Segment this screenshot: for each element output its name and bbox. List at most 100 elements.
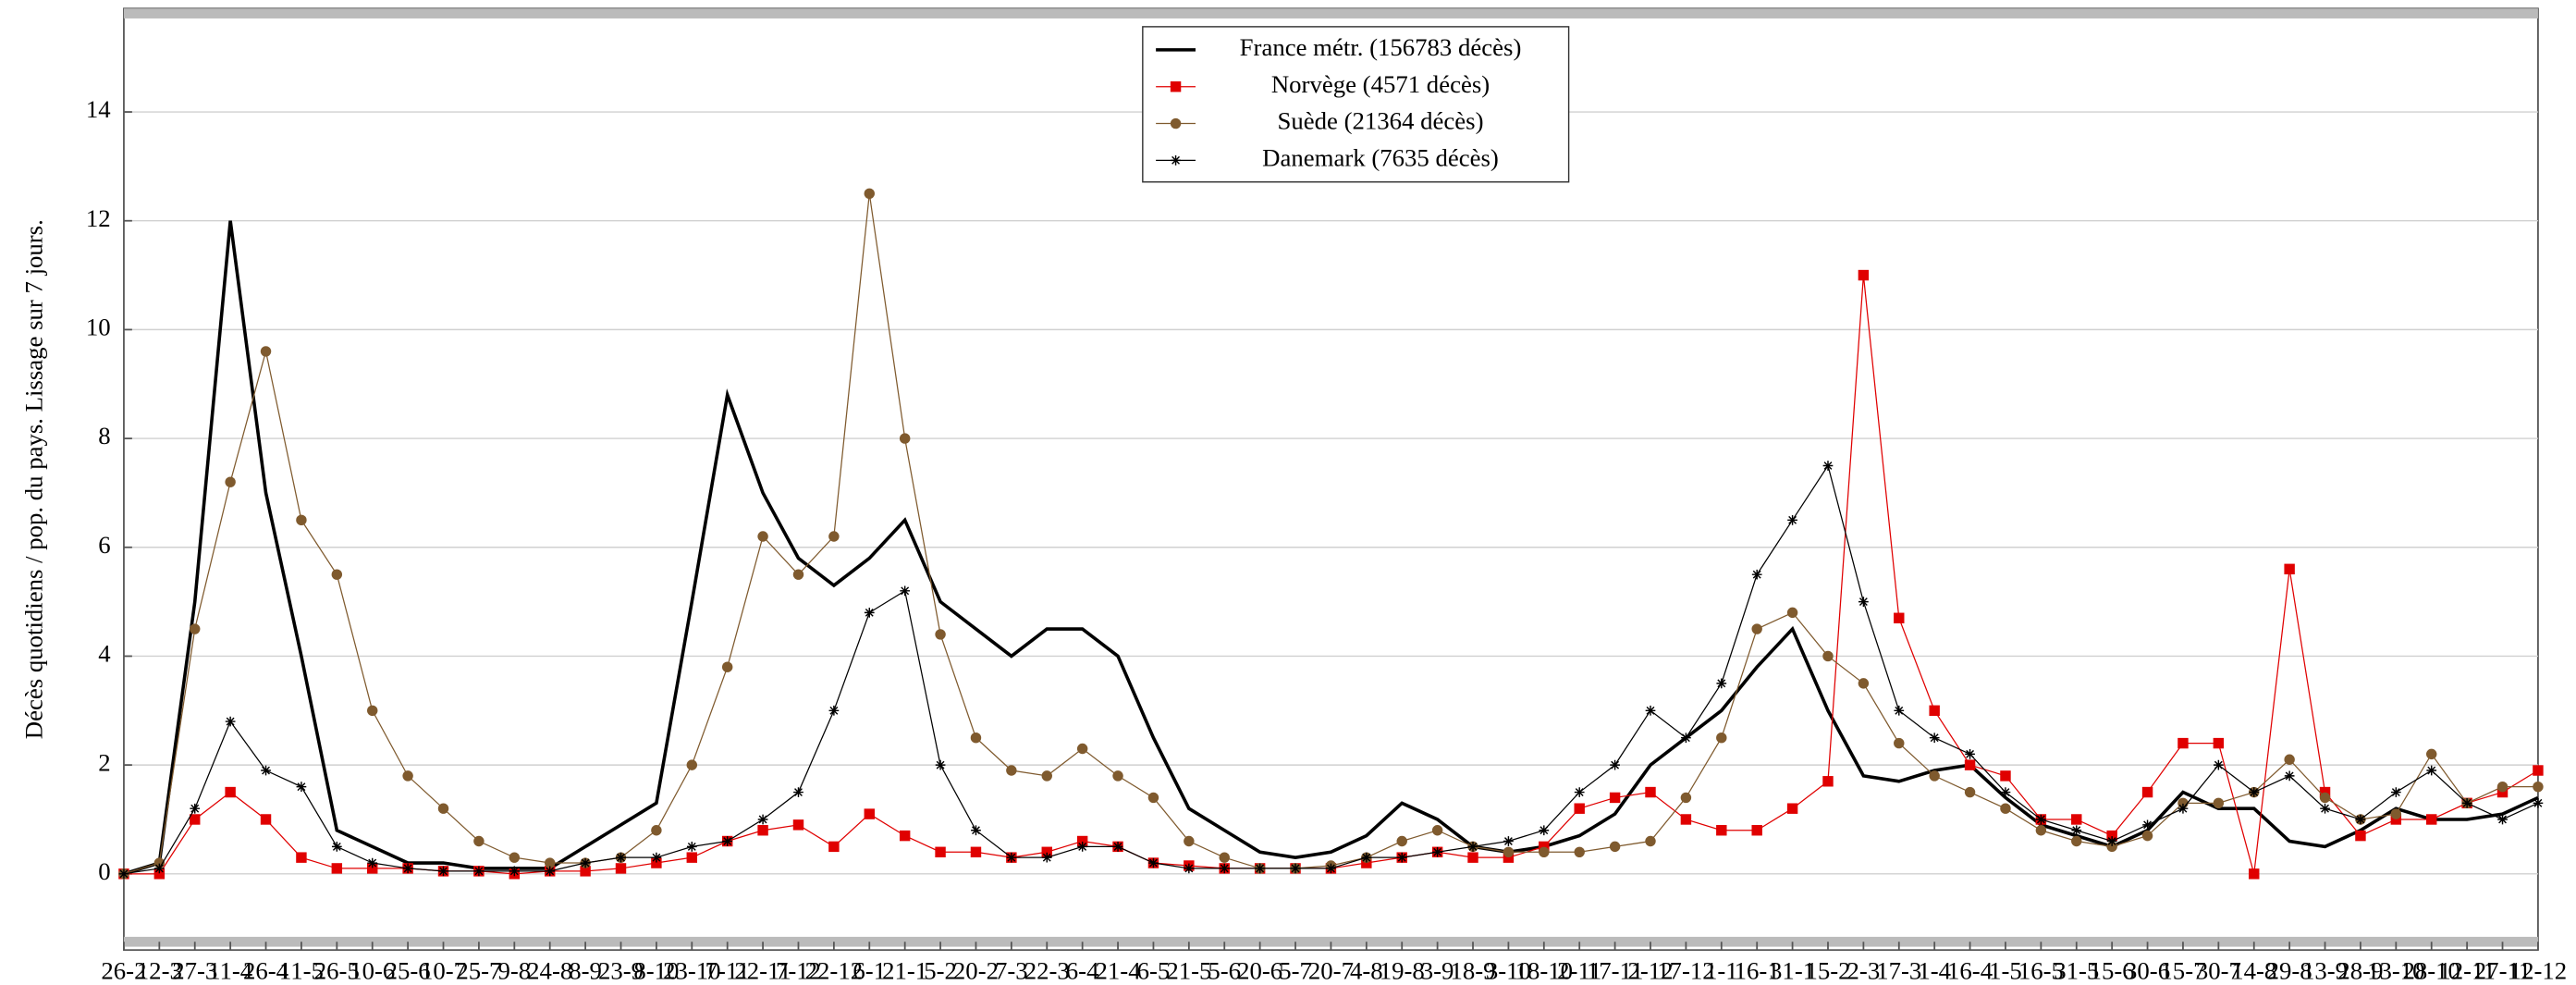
marker — [1716, 732, 1727, 744]
marker — [2071, 814, 2082, 825]
marker — [900, 585, 911, 597]
x-tick-label: 3-10 — [1486, 956, 1531, 984]
marker — [1609, 792, 1621, 804]
marker — [1467, 852, 1478, 863]
marker — [828, 705, 840, 716]
x-tick-label: 15-7 — [2160, 956, 2205, 984]
x-tick-label: 26-2 — [101, 956, 146, 984]
marker — [2284, 770, 2295, 782]
marker — [261, 765, 271, 776]
marker — [580, 866, 591, 877]
x-tick-label: 13-9 — [2302, 956, 2348, 984]
marker — [260, 346, 272, 357]
x-tick-label: 23-10 — [663, 956, 720, 984]
marker — [1681, 733, 1691, 744]
marker — [2426, 748, 2437, 760]
marker — [1609, 841, 1621, 853]
y-tick-label: 14 — [86, 95, 111, 123]
marker — [2284, 563, 2295, 575]
marker — [2497, 814, 2508, 825]
marker — [1255, 863, 1265, 874]
x-tick-label: 24-8 — [527, 956, 572, 984]
marker — [2496, 786, 2509, 798]
x-tick-label: 1-5 — [1989, 956, 2022, 984]
marker — [1539, 825, 1550, 836]
legend-label: Suède (21364 décès) — [1278, 107, 1484, 135]
y-tick-label: 8 — [98, 422, 110, 449]
legend-marker — [1171, 154, 1181, 166]
x-tick-label: 7-3 — [995, 956, 1028, 984]
marker — [1894, 737, 1905, 749]
x-tick-label: 25-7 — [456, 956, 501, 984]
x-tick-label: 1-1 — [1705, 956, 1738, 984]
marker — [651, 825, 662, 836]
marker — [1858, 678, 1870, 689]
marker — [1822, 776, 1834, 787]
x-tick-label: 23-9 — [598, 956, 644, 984]
marker — [2390, 814, 2402, 825]
x-tick-label: 30-7 — [2196, 956, 2241, 984]
legend-marker — [1170, 80, 1182, 92]
x-tick-label: 14-8 — [2231, 956, 2276, 984]
marker — [118, 868, 129, 880]
x-tick-label: 8-9 — [569, 956, 602, 984]
x-tick-label: 26-4 — [243, 956, 288, 984]
x-tick-label: 16-4 — [1947, 956, 1993, 984]
marker — [367, 863, 378, 874]
x-tick-label: 5-7 — [1279, 956, 1312, 984]
marker — [2390, 808, 2402, 819]
x-tick-label: 12-3 — [137, 956, 182, 984]
marker — [2036, 814, 2046, 825]
x-tick-label: 30-6 — [2125, 956, 2170, 984]
marker — [793, 787, 803, 797]
marker — [792, 569, 804, 580]
marker — [190, 623, 201, 634]
marker — [1574, 787, 1585, 797]
marker — [686, 759, 698, 770]
marker — [580, 857, 591, 868]
marker — [2426, 814, 2437, 825]
marker — [2533, 797, 2544, 808]
x-tick-label: 17-3 — [1876, 956, 1921, 984]
marker — [757, 825, 768, 836]
x-tick-label: 15-6 — [2090, 956, 2135, 984]
marker — [1041, 846, 1052, 857]
y-tick-label: 2 — [98, 748, 110, 776]
marker — [1751, 569, 1762, 580]
marker — [2355, 814, 2366, 825]
marker — [1396, 835, 1407, 847]
x-tick-label: 13-10 — [2367, 956, 2424, 984]
marker — [1006, 765, 1017, 776]
x-tick-label: 22-3 — [1024, 956, 1070, 984]
x-tick-label: 26-5 — [314, 956, 360, 984]
x-tick-label: 22-11 — [734, 956, 791, 984]
x-tick-label: 22-12 — [805, 956, 863, 984]
legend-label: Norvège (4571 décès) — [1271, 70, 1490, 98]
marker — [331, 863, 343, 874]
marker — [616, 852, 626, 863]
marker — [1787, 514, 1797, 525]
marker — [1184, 863, 1195, 874]
marker — [1112, 842, 1123, 852]
marker — [1929, 733, 1940, 744]
marker — [864, 808, 875, 819]
marker — [2141, 786, 2153, 798]
marker — [296, 782, 307, 793]
x-tick-label: 25-6 — [386, 956, 431, 984]
marker — [225, 716, 236, 727]
marker — [686, 852, 698, 863]
marker — [864, 188, 875, 200]
marker — [438, 866, 448, 877]
x-tick-label: 7-11 — [705, 956, 750, 984]
marker — [190, 814, 201, 825]
marker — [722, 836, 733, 846]
x-tick-label: 21-4 — [1096, 956, 1141, 984]
marker — [1467, 842, 1478, 852]
x-tick-label: 6-1 — [853, 956, 886, 984]
marker — [2319, 792, 2331, 804]
marker — [1645, 705, 1656, 716]
x-tick-label: 7-12 — [776, 956, 821, 984]
x-tick-label: 2-12 — [1627, 956, 1673, 984]
marker — [2177, 803, 2189, 814]
